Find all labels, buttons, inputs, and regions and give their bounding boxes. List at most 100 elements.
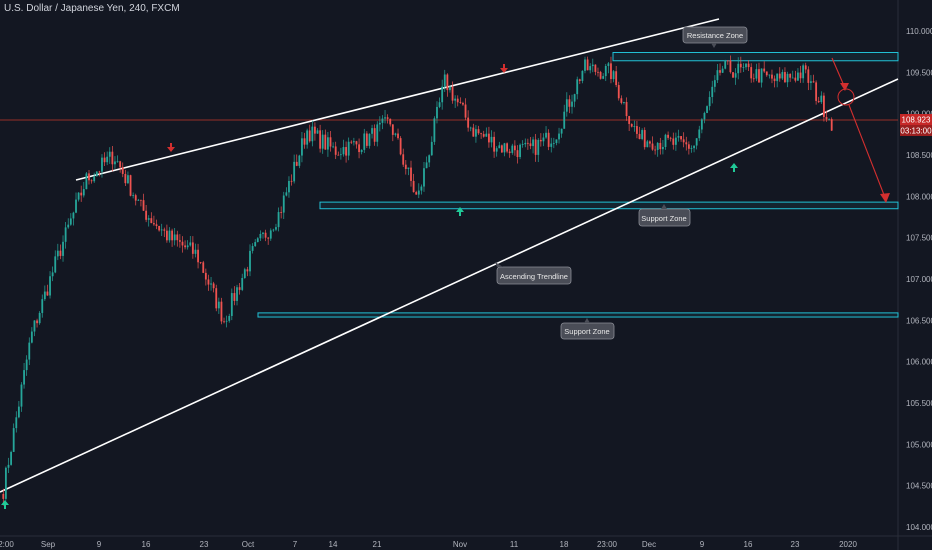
candle-body (69, 218, 72, 225)
candle-body (628, 116, 631, 124)
candle (617, 81, 620, 101)
candle-body (763, 68, 766, 72)
candle (560, 128, 563, 138)
candle-body (565, 99, 568, 112)
candle (641, 128, 644, 141)
candle (498, 141, 501, 149)
candle (649, 140, 651, 148)
candle-body (365, 133, 368, 146)
candle-body (475, 129, 477, 137)
candle (319, 124, 322, 153)
candle-body (656, 142, 659, 150)
candle (672, 132, 675, 150)
price-axis[interactable]: 110.000109.500109.000108.500108.000107.5… (906, 27, 932, 532)
candle (85, 171, 88, 190)
candle-body (786, 73, 789, 83)
candle-body (693, 145, 695, 149)
candle-body (334, 146, 337, 155)
resistance-zone-tag[interactable]: Resistance Zone (682, 26, 748, 48)
candle (345, 141, 347, 163)
candle (789, 73, 792, 82)
candle (256, 237, 259, 243)
candle (41, 294, 44, 318)
candle-body (217, 301, 220, 309)
candle (378, 116, 381, 132)
support-zone-upper-tag[interactable]: Support Zone (638, 204, 691, 227)
candle-body (698, 129, 701, 139)
time-axis[interactable]: 2:00 Sep 9 16 23 Oct 7 14 21 Nov 11 18 23:00 Dec 9 16 23… (0, 540, 857, 549)
candle (93, 172, 96, 183)
candle (661, 139, 664, 155)
candle (69, 213, 72, 226)
candle (404, 160, 407, 175)
time-tick-label: Dec (642, 540, 656, 549)
candle-body (38, 312, 41, 324)
candle-body (519, 144, 521, 158)
candle (352, 137, 355, 146)
candle (223, 317, 225, 324)
candle (565, 92, 568, 117)
candle-body (503, 143, 506, 153)
candle (199, 261, 202, 265)
candle (290, 174, 293, 186)
candle-body (360, 149, 363, 153)
candle-body (750, 67, 753, 79)
candle (145, 205, 148, 223)
candle (228, 313, 231, 323)
support-zone (257, 312, 899, 318)
candle-body (617, 85, 620, 99)
candle (656, 141, 659, 157)
candle (729, 55, 732, 74)
candle (43, 285, 46, 301)
candle-body (799, 72, 802, 79)
candle (277, 207, 280, 232)
price-tick-label: 105.500 (906, 399, 932, 408)
candle-body (386, 117, 389, 119)
candle (33, 320, 36, 337)
candle-body (249, 250, 251, 272)
candle (693, 145, 695, 153)
candle-body (771, 74, 773, 79)
candle (137, 198, 140, 202)
price-tick-label: 110.000 (906, 27, 932, 36)
candle-body (204, 272, 207, 280)
candle (189, 235, 192, 247)
candle-body (651, 143, 654, 150)
candle (713, 75, 716, 93)
candle (20, 382, 23, 412)
candle (599, 70, 602, 80)
candle (659, 137, 662, 155)
candle-body (488, 133, 490, 143)
support-zone-lower-tag[interactable]: Support Zone (560, 318, 615, 340)
candle-body (28, 342, 31, 360)
candle-body (23, 370, 25, 385)
candle-body (186, 245, 189, 248)
candle (329, 130, 332, 152)
candle (236, 284, 238, 306)
candle (90, 179, 93, 184)
candle (511, 143, 514, 155)
candle-body (464, 104, 467, 118)
candle (314, 122, 316, 141)
candle (147, 215, 150, 227)
candle-body (46, 291, 49, 296)
candle-body (145, 210, 148, 220)
forecast-projection (831, 57, 890, 203)
candle-body (49, 276, 51, 296)
candle-body (737, 63, 740, 74)
candle (108, 147, 111, 164)
candle-body (615, 71, 618, 86)
candle-body (256, 238, 259, 243)
candle-body (438, 102, 441, 107)
candle-body (342, 147, 345, 155)
candle-body (436, 106, 438, 119)
trendline-tag[interactable]: Ascending Trendline (495, 262, 572, 285)
candle-body (555, 139, 558, 144)
candle (98, 170, 101, 177)
candle-body (293, 161, 296, 182)
candle (220, 297, 223, 325)
candle-body (526, 142, 529, 144)
price-tick-label: 104.000 (906, 523, 932, 532)
candle-body (173, 234, 176, 241)
